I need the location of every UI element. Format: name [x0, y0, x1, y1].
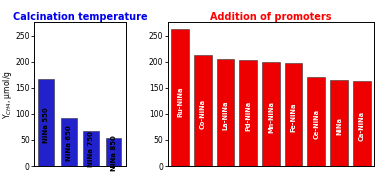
Bar	[330, 80, 348, 166]
Text: Ce-NiNa: Ce-NiNa	[313, 109, 319, 139]
Bar	[217, 58, 234, 166]
Text: NiNa: NiNa	[336, 117, 342, 135]
Bar	[83, 131, 99, 166]
Title: Calcination temperature: Calcination temperature	[12, 12, 147, 22]
Text: Mn-NiNa: Mn-NiNa	[268, 101, 274, 133]
Text: NiNa 850: NiNa 850	[110, 135, 116, 171]
Text: Fe-NiNa: Fe-NiNa	[291, 103, 297, 133]
Bar	[307, 77, 325, 166]
Title: Addition of promoters: Addition of promoters	[210, 12, 332, 22]
Text: NiNa 650: NiNa 650	[66, 125, 72, 161]
Bar	[61, 117, 77, 166]
Text: Ca-NiNa: Ca-NiNa	[359, 111, 365, 141]
Bar	[262, 62, 280, 166]
Text: NiNa 550: NiNa 550	[43, 107, 50, 143]
Text: Co-NiNa: Co-NiNa	[200, 99, 206, 129]
Bar	[353, 81, 370, 166]
Text: NiNa 750: NiNa 750	[88, 131, 94, 167]
Bar	[171, 29, 189, 166]
Y-axis label: Y$_{CH4}$, μmol/g: Y$_{CH4}$, μmol/g	[1, 70, 14, 119]
Bar	[39, 79, 54, 166]
Text: Pd-NiNa: Pd-NiNa	[245, 101, 251, 131]
Bar	[106, 138, 121, 166]
Text: La-NiNa: La-NiNa	[223, 101, 229, 130]
Bar	[285, 63, 302, 166]
Bar	[194, 55, 212, 166]
Bar	[239, 60, 257, 166]
Text: Ru-NiNa: Ru-NiNa	[177, 86, 183, 117]
